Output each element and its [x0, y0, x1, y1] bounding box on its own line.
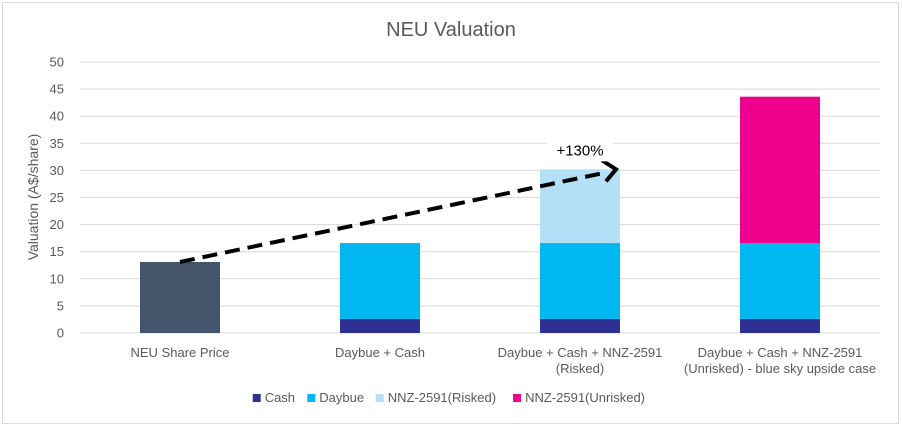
x-category-label-1-line-0: Daybue + Cash: [335, 345, 425, 360]
y-axis-label: Valuation (A$/share): [25, 134, 41, 261]
x-category-label-3-line-1: (Unrisked) - blue sky upside case: [684, 361, 876, 376]
y-ticks: 0 5 10 15 20 25 30 35 40 45 50: [50, 55, 64, 341]
bar-nnz-2591-unrisked--cat-3: [740, 96, 820, 244]
annotation-label-backdrop: [547, 139, 613, 162]
x-categories: NEU Share Price Daybue + Cash Daybue + Cas…: [131, 345, 877, 376]
legend-swatch-daybue: [307, 394, 316, 402]
bar-cash-cat-3: [740, 318, 820, 333]
bars: [140, 96, 820, 333]
legend: Cash Daybue NNZ-2591(Risked) NNZ-2591(Unris…: [252, 390, 645, 405]
y-tick-label-5: 5: [57, 298, 64, 313]
x-category-label-2-line-0: Daybue + Cash + NNZ-2591: [498, 345, 663, 360]
annotations: +130%: [179, 139, 619, 264]
bar-cash-cat-1: [340, 318, 420, 333]
y-tick-label-50: 50: [50, 55, 64, 70]
y-tick-label-40: 40: [50, 109, 64, 124]
y-tick-label-30: 30: [50, 163, 64, 178]
bar-daybue-cat-2: [540, 243, 620, 319]
y-tick-label-10: 10: [50, 271, 64, 286]
bar-neu-share-price-cat-0: [140, 261, 220, 333]
annotation-arrow-line: [179, 171, 603, 264]
y-tick-label-45: 45: [50, 82, 64, 97]
bar-daybue-cat-3: [740, 243, 820, 319]
x-category-label-3-line-0: Daybue + Cash + NNZ-2591: [698, 345, 863, 360]
x-category-label-0-line-0: NEU Share Price: [131, 345, 230, 360]
legend-label-nnz-2591-unrisked-: NNZ-2591(Unrisked): [525, 390, 645, 405]
legend-label-cash: Cash: [265, 390, 295, 405]
annotation-label: +130%: [556, 142, 603, 159]
legend-swatch-nnz-2591-unrisked-: [513, 394, 522, 402]
bar-daybue-cat-1: [340, 243, 420, 319]
y-tick-label-15: 15: [50, 244, 64, 259]
y-tick-label-20: 20: [50, 217, 64, 232]
legend-swatch-cash: [252, 394, 261, 402]
legend-label-daybue: Daybue: [319, 390, 364, 405]
y-tick-label-0: 0: [57, 326, 64, 341]
legend-swatch-nnz-2591-risked-: [375, 394, 384, 402]
y-tick-label-35: 35: [50, 136, 64, 151]
x-category-label-2-line-1: (Risked): [556, 361, 604, 376]
bar-cash-cat-2: [540, 318, 620, 333]
chart-title: NEU Valuation: [386, 19, 516, 41]
y-tick-label-25: 25: [50, 190, 64, 205]
legend-label-nnz-2591-risked-: NNZ-2591(Risked): [388, 390, 496, 405]
annotation-arrow-head: [600, 158, 619, 183]
